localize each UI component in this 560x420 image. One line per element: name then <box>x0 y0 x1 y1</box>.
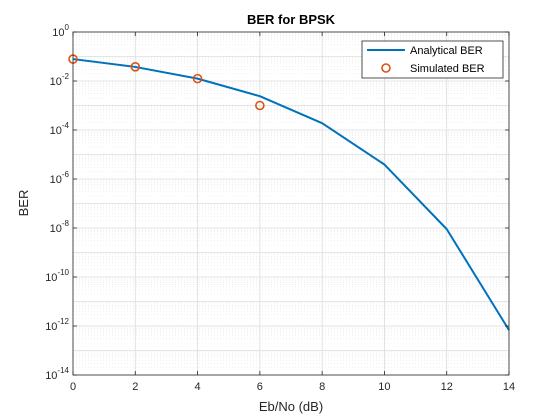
y-tick-label: 100 <box>52 23 69 39</box>
x-tick-label: 12 <box>441 381 453 393</box>
axis-ticks: 0 2 4 6 8 10 12 14 100 10-2 10-4 10-6 10-8 10-10 10-12… <box>45 23 515 393</box>
simulated-point <box>130 61 141 72</box>
y-tick-label: 10-2 <box>50 72 70 88</box>
legend-label-analytical: Analytical BER <box>410 45 483 57</box>
x-tick-label: 0 <box>70 381 76 393</box>
y-axis-label: BER <box>16 190 31 217</box>
x-tick-label: 14 <box>503 381 515 393</box>
y-tick-label: 10-12 <box>45 317 69 333</box>
x-tick-label: 4 <box>195 381 201 393</box>
series-line-analytical <box>72 58 510 331</box>
chart-title: BER for BPSK <box>247 12 336 27</box>
series-layer <box>68 54 510 331</box>
y-tick-label: 10-4 <box>50 121 70 137</box>
legend-label-simulated: Simulated BER <box>410 63 485 75</box>
simulated-point <box>192 73 203 84</box>
x-tick-label: 6 <box>257 381 263 393</box>
x-tick-label: 2 <box>132 381 138 393</box>
y-tick-label: 10-14 <box>45 366 69 382</box>
x-axis-label: Eb/No (dB) <box>259 399 323 414</box>
y-tick-label: 10-6 <box>50 170 70 186</box>
x-tick-label: 8 <box>319 381 325 393</box>
y-tick-label: 10-10 <box>45 268 69 284</box>
simulated-point <box>255 100 265 111</box>
legend: Analytical BER Simulated BER <box>361 40 504 79</box>
legend-marker-swatch <box>381 63 391 73</box>
plot-border <box>72 31 510 376</box>
y-tick-label: 10-8 <box>50 219 70 235</box>
x-tick-label: 10 <box>378 381 390 393</box>
